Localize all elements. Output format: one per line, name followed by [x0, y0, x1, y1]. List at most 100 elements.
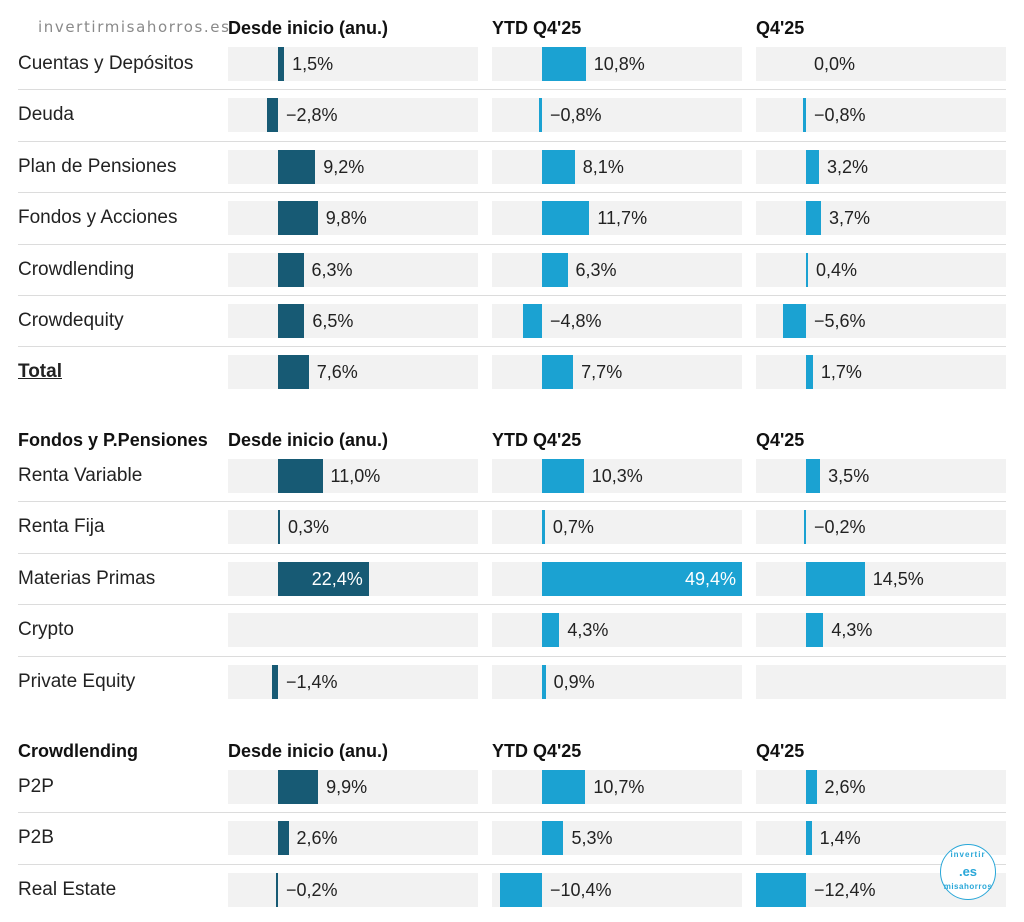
bar-cell: 10,8% [492, 47, 742, 81]
value-label: −1,4% [286, 671, 338, 692]
value-label: 0,3% [288, 517, 330, 538]
row-label: Crypto [18, 619, 74, 641]
bar-cell: 0,7% [492, 510, 742, 545]
bar-cell: 2,6% [228, 821, 478, 856]
bar [755, 872, 806, 907]
value-label: −2,8% [286, 105, 338, 126]
bar [278, 252, 304, 287]
bar [278, 510, 280, 545]
bar [278, 201, 318, 236]
row-separator [18, 346, 1006, 348]
value-label: −10,4% [550, 879, 612, 900]
bar [806, 459, 821, 493]
bar [278, 770, 319, 804]
row-label: Plan de Pensiones [18, 155, 177, 177]
row-separator [18, 243, 1006, 245]
row-separator [18, 863, 1006, 865]
bar [278, 355, 309, 390]
bar [542, 47, 586, 81]
logo-text-top: invertir [950, 850, 986, 859]
value-label: −0,2% [286, 879, 338, 900]
bar [806, 201, 821, 236]
value-label: 11,0% [330, 466, 381, 486]
value-label: 6,3% [575, 259, 617, 280]
bar-cell: 5,3% [492, 821, 742, 856]
bar-cell: 1,7% [756, 355, 1006, 390]
value-label: 0,4% [816, 259, 858, 280]
row-label: Materias Primas [18, 567, 156, 589]
bar-cell: −5,6% [756, 304, 1006, 338]
bar-cell: −2,8% [228, 98, 478, 133]
column-header: Desde inicio (anu.) [228, 741, 389, 761]
row-label: Fondos y Acciones [18, 207, 178, 229]
bar [542, 459, 584, 493]
bar-cell: 10,3% [492, 459, 742, 493]
value-label: 1,7% [820, 362, 862, 383]
bar [806, 252, 808, 287]
bar [806, 821, 812, 856]
brand-logo: invertir .es misahorros [940, 844, 996, 900]
bar [499, 872, 542, 907]
bar-cell: 8,1% [492, 149, 742, 184]
value-label: −0,2% [814, 517, 866, 538]
bar-cell: 4,3% [756, 613, 1006, 648]
value-label: 6,5% [312, 311, 354, 331]
watermark: invertirmisahorros.es [38, 18, 231, 36]
bar-cell: 2,6% [756, 770, 1006, 804]
bar-cell: 9,2% [228, 149, 478, 184]
bar-cell [756, 664, 1006, 699]
value-label: 49,4% [684, 568, 736, 589]
value-label: 6,3% [311, 259, 353, 280]
value-label: 4,3% [567, 620, 609, 641]
row-separator [18, 552, 1006, 554]
row-label: Renta Fija [18, 516, 105, 538]
section-title: Crowdlending [18, 741, 138, 761]
value-label: 7,6% [316, 362, 358, 383]
bar [542, 201, 590, 236]
column-header: Desde inicio (anu.) [228, 430, 389, 450]
value-label: 0,9% [553, 671, 595, 692]
bar-cell: 3,7% [756, 201, 1006, 236]
value-label: 3,2% [826, 156, 868, 177]
value-label: 10,8% [593, 54, 645, 74]
value-label: −0,8% [814, 105, 866, 126]
bar-cell: 6,5% [228, 304, 478, 338]
column-header: Desde inicio (anu.) [228, 18, 389, 38]
logo-text-bottom: misahorros [943, 882, 993, 891]
row-separator [18, 192, 1006, 194]
bar-cell: 6,3% [228, 252, 478, 287]
row-separator [18, 89, 1006, 91]
bar [806, 613, 824, 648]
value-label: 5,3% [571, 828, 613, 849]
bar [542, 510, 545, 545]
bar-cell: 9,8% [228, 201, 478, 236]
bar [806, 355, 813, 390]
value-label: 1,5% [292, 54, 334, 74]
logo-text-mid: .es [958, 864, 978, 879]
value-label: 0,0% [814, 54, 856, 74]
bar-cell: 10,7% [492, 770, 742, 804]
bar [542, 355, 574, 390]
row-separator [18, 501, 1006, 503]
bar-cell: 3,5% [756, 459, 1006, 493]
row-label: Total [18, 361, 62, 383]
row-separator [18, 812, 1006, 814]
column-header: YTD Q4'25 [492, 430, 582, 450]
bar [806, 770, 817, 804]
value-label: 9,8% [325, 208, 367, 229]
value-label: 9,9% [326, 777, 368, 797]
row-label: P2P [18, 776, 54, 797]
bar-cell: 0,4% [756, 252, 1006, 287]
bar-cell: −4,8% [492, 304, 742, 338]
value-label: 11,7% [597, 208, 648, 229]
value-label: 9,2% [323, 156, 365, 177]
bar-cell: −0,2% [228, 872, 478, 907]
bar [276, 872, 278, 907]
bar-cell: 9,9% [228, 770, 478, 804]
bar-cell: 0,9% [492, 664, 742, 699]
row-separator [18, 140, 1006, 142]
row-separator [18, 295, 1006, 296]
bar [542, 149, 575, 184]
bar-cell: 7,7% [492, 355, 742, 390]
bar-cell: −0,2% [756, 510, 1006, 545]
